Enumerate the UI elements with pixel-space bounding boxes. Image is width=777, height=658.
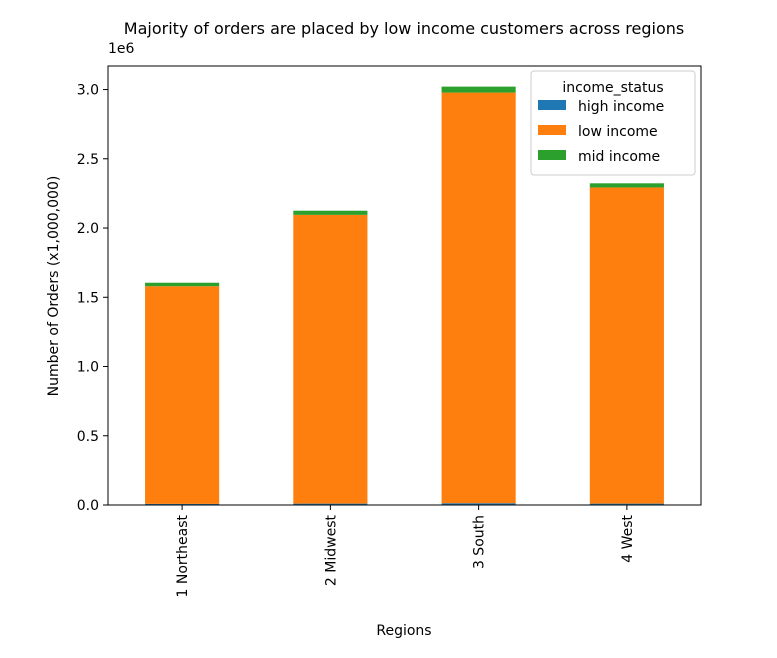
bar-low-income-1 bbox=[145, 286, 220, 504]
bar-high-income-2 bbox=[293, 503, 368, 505]
bars bbox=[145, 86, 664, 505]
legend-swatch-mid-income bbox=[538, 150, 566, 160]
y-tick-label: 0.5 bbox=[77, 429, 99, 445]
plot-frame bbox=[107, 65, 702, 506]
legend-label-mid-income: mid income bbox=[578, 149, 660, 165]
legend-label-high-income: high income bbox=[578, 99, 664, 115]
bar-mid-income-1 bbox=[145, 282, 220, 287]
y-tick-label: 2.0 bbox=[77, 221, 99, 237]
x-tick-label: 4 West bbox=[620, 514, 636, 562]
legend: income_status high income low income mid i… bbox=[530, 70, 696, 176]
y-tick-label: 1.0 bbox=[77, 360, 99, 376]
bar-low-income-3 bbox=[441, 92, 516, 504]
bar-low-income-2 bbox=[293, 214, 368, 504]
bar-high-income-1 bbox=[145, 503, 220, 505]
legend-box bbox=[530, 70, 696, 176]
bar-mid-income-4 bbox=[589, 183, 664, 188]
x-axis-ticks: 1 Northeast 2 Midwest 3 South 4 West bbox=[175, 505, 636, 598]
x-tick-label: 3 South bbox=[472, 515, 488, 569]
legend-swatch-low-income bbox=[538, 125, 566, 135]
bar-high-income-3 bbox=[441, 503, 516, 505]
legend-swatch-high-income bbox=[538, 100, 566, 110]
y-tick-label: 0.0 bbox=[77, 498, 99, 514]
x-axis-label: Regions bbox=[376, 623, 431, 639]
y-tick-label: 3.0 bbox=[77, 83, 99, 99]
legend-title: income_status bbox=[562, 80, 663, 96]
chart-title: Majority of orders are placed by low inc… bbox=[124, 19, 684, 38]
y-axis-label: Number of Orders (x1,000,000) bbox=[46, 176, 62, 397]
bar-mid-income-2 bbox=[293, 210, 368, 215]
y-tick-label: 2.5 bbox=[77, 152, 99, 168]
legend-label-low-income: low income bbox=[578, 124, 658, 140]
bar-high-income-4 bbox=[589, 503, 664, 505]
y-offset-text: 1e6 bbox=[108, 41, 135, 57]
bar-low-income-4 bbox=[589, 187, 664, 504]
x-tick-label: 2 Midwest bbox=[323, 514, 339, 586]
x-tick-label: 1 Northeast bbox=[175, 515, 191, 598]
y-axis-ticks: 0.0 0.5 1.0 1.5 2.0 2.5 3.0 bbox=[77, 83, 108, 514]
bar-mid-income-3 bbox=[441, 86, 516, 93]
y-tick-label: 1.5 bbox=[77, 290, 99, 306]
